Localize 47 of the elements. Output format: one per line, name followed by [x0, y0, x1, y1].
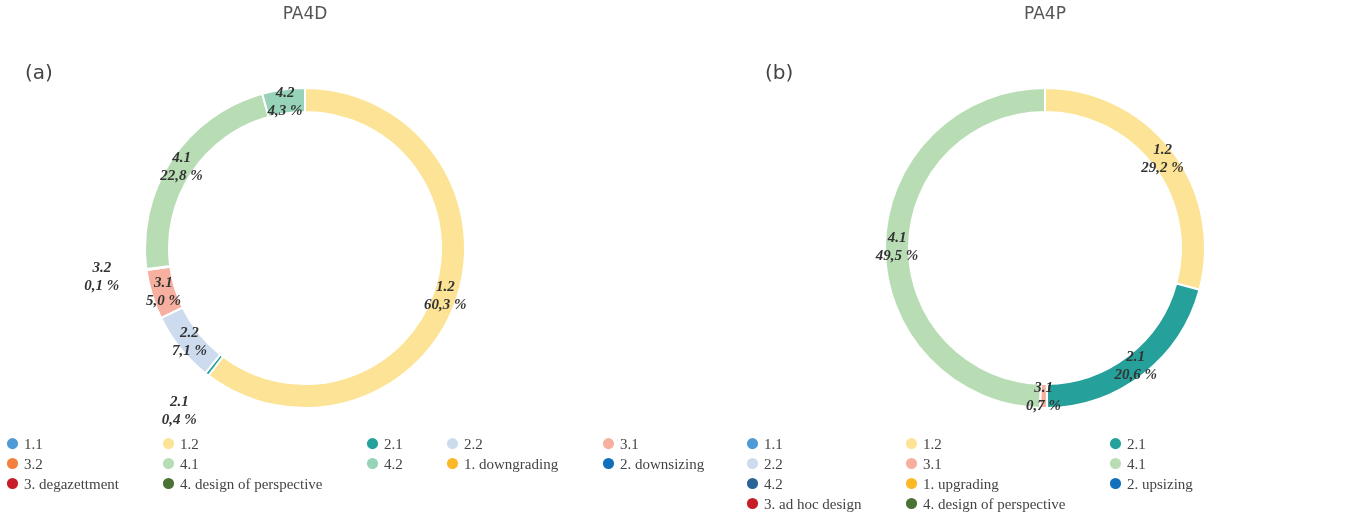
data-label: 7,1 % [172, 341, 207, 358]
slice-label: 2.1 [1125, 347, 1146, 364]
slice-label: 2.1 [168, 392, 189, 409]
legend-label: 3. degazettment [24, 475, 120, 492]
data-label: 5,0 % [145, 292, 181, 309]
legend-label: 4.2 [384, 455, 403, 472]
data-label: 0,4 % [161, 410, 197, 427]
slice-label: 1.2 [435, 278, 456, 295]
chart-title: PA4D [282, 3, 328, 23]
data-label: 29,2 % [1140, 159, 1184, 176]
legend-label: 4. design of perspective [923, 495, 1066, 512]
donut-slice [207, 87, 466, 409]
legend-label: 2. upsizing [1127, 475, 1194, 492]
legend-label: 4.1 [1127, 455, 1146, 472]
legend-label: 1. downgrading [464, 455, 559, 472]
legend-label: 3. ad hoc design [764, 495, 862, 512]
legend-label: 2. downsizing [620, 455, 705, 472]
legend-label: 1.1 [24, 435, 43, 452]
legend-label: 2.1 [384, 435, 403, 452]
slice-label: 2.2 [179, 323, 200, 340]
data-label: 0,1 % [84, 276, 120, 293]
legend-label: 4.1 [180, 455, 199, 472]
data-label: 49,5 % [874, 246, 919, 263]
legend-label: 1.2 [180, 435, 199, 452]
data-label: 20,6 % [1113, 365, 1157, 382]
legend-label: 2.2 [764, 455, 783, 472]
legend-label: 4. design of perspective [180, 475, 323, 492]
legend-label: 1. upgrading [923, 475, 1000, 492]
legend-label: 3.2 [24, 455, 43, 472]
legend-label: 3.1 [620, 435, 639, 452]
data-label: 22,8 % [159, 167, 203, 184]
slice-label: 4.1 [886, 228, 907, 245]
chart-title: PA4P [1024, 3, 1066, 23]
legend-label: 4.2 [764, 475, 783, 492]
legend-label: 2.2 [464, 435, 483, 452]
slice-label: 1.2 [1153, 141, 1173, 158]
legend-label: 2.1 [1127, 435, 1146, 452]
slice-label: 3.1 [153, 274, 173, 291]
slice-label: 3.2 [91, 258, 112, 275]
legend-label: 3.1 [923, 455, 942, 472]
slice-label: 4.1 [171, 149, 191, 166]
legend-label: 1.1 [764, 435, 783, 452]
text: (a) [25, 60, 53, 84]
slice-label: 3.1 [1033, 378, 1053, 395]
legend-label: 1.2 [923, 435, 942, 452]
text: (b) [765, 60, 794, 84]
data-label: 60,3 % [424, 296, 467, 313]
